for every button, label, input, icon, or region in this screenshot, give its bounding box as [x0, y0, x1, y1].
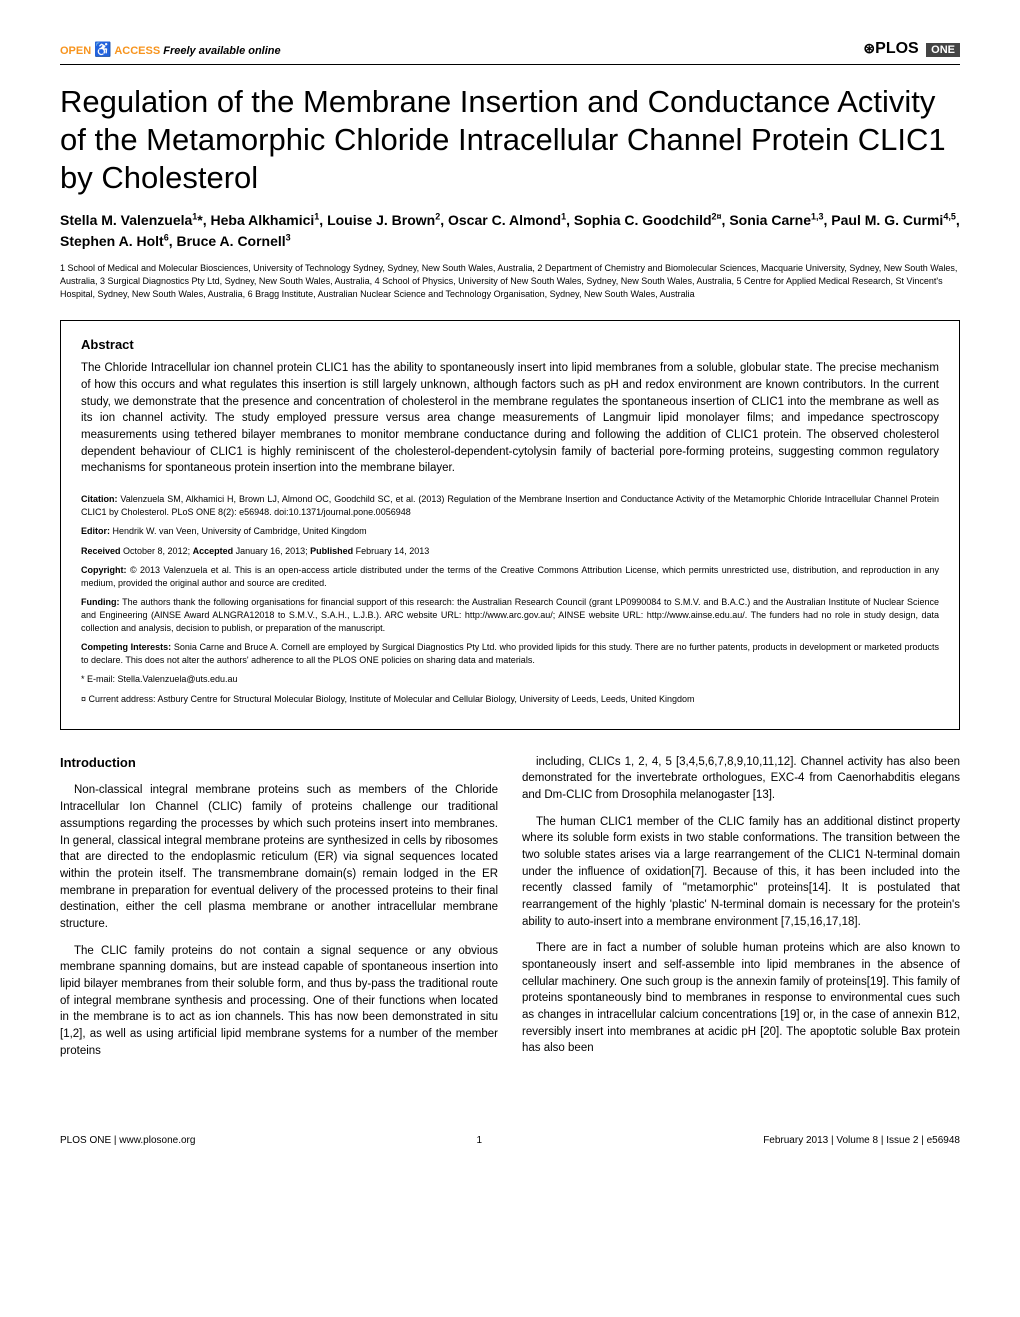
intro-para: including, CLICs 1, 2, 4, 5 [3,4,5,6,7,8…: [522, 754, 960, 804]
affiliations: 1 School of Medical and Molecular Biosci…: [60, 262, 960, 300]
intro-para: The human CLIC1 member of the CLIC famil…: [522, 814, 960, 931]
editor-text: Hendrik W. van Veen, University of Cambr…: [110, 526, 367, 536]
plos-icon: ⊛: [863, 40, 875, 56]
received-text: October 8, 2012;: [121, 546, 193, 556]
intro-para: There are in fact a number of soluble hu…: [522, 940, 960, 1057]
footer-bar: PLOS ONE | www.plosone.org 1 February 20…: [60, 1129, 960, 1146]
intro-para: The CLIC family proteins do not contain …: [60, 943, 498, 1060]
dates-line: Received October 8, 2012; Accepted Janua…: [81, 545, 939, 558]
intro-para: Non-classical integral membrane proteins…: [60, 782, 498, 932]
header-bar: OPEN ♿ ACCESS Freely available online ⊛P…: [60, 40, 960, 65]
citation-label: Citation:: [81, 494, 118, 504]
article-title: Regulation of the Membrane Insertion and…: [60, 83, 960, 196]
abstract-box: Abstract The Chloride Intracellular ion …: [60, 320, 960, 729]
published-text: February 14, 2013: [353, 546, 429, 556]
footer-left: PLOS ONE | www.plosone.org: [60, 1135, 195, 1146]
copyright-text: © 2013 Valenzuela et al. This is an open…: [81, 565, 939, 588]
lock-icon: ♿: [94, 41, 111, 57]
current-address-line: ¤ Current address: Astbury Centre for St…: [81, 693, 939, 706]
one-badge: ONE: [926, 43, 960, 57]
open-access-label: OPEN ♿ ACCESS Freely available online: [60, 41, 281, 58]
footer-page: 1: [477, 1135, 483, 1146]
email-line: * E-mail: Stella.Valenzuela@uts.edu.au: [81, 673, 939, 686]
citation-text: Valenzuela SM, Alkhamici H, Brown LJ, Al…: [81, 494, 939, 517]
footer-right: February 2013 | Volume 8 | Issue 2 | e56…: [763, 1135, 960, 1146]
abstract-text: The Chloride Intracellular ion channel p…: [81, 360, 939, 477]
freely-available-text: Freely available online: [163, 45, 280, 57]
right-column: including, CLICs 1, 2, 4, 5 [3,4,5,6,7,8…: [522, 754, 960, 1070]
main-content: Introduction Non-classical integral memb…: [60, 754, 960, 1070]
plos-text: PLOS: [875, 40, 919, 57]
journal-logo: ⊛PLOS ONE: [863, 40, 960, 58]
author-list: Stella M. Valenzuela1*, Heba Alkhamici1,…: [60, 210, 960, 252]
funding-line: Funding: The authors thank the following…: [81, 596, 939, 634]
funding-label: Funding:: [81, 597, 119, 607]
open-text: OPEN: [60, 45, 91, 57]
intro-heading: Introduction: [60, 754, 498, 773]
received-label: Received: [81, 546, 121, 556]
copyright-line: Copyright: © 2013 Valenzuela et al. This…: [81, 564, 939, 589]
citation-line: Citation: Valenzuela SM, Alkhamici H, Br…: [81, 493, 939, 518]
copyright-label: Copyright:: [81, 565, 127, 575]
competing-text: Sonia Carne and Bruce A. Cornell are emp…: [81, 642, 939, 665]
left-column: Introduction Non-classical integral memb…: [60, 754, 498, 1070]
competing-label: Competing Interests:: [81, 642, 171, 652]
published-label: Published: [310, 546, 353, 556]
accepted-text: January 16, 2013;: [233, 546, 310, 556]
access-text: ACCESS: [114, 45, 160, 57]
editor-line: Editor: Hendrik W. van Veen, University …: [81, 525, 939, 538]
editor-label: Editor:: [81, 526, 110, 536]
abstract-heading: Abstract: [81, 337, 939, 352]
accepted-label: Accepted: [193, 546, 234, 556]
competing-line: Competing Interests: Sonia Carne and Bru…: [81, 641, 939, 666]
funding-text: The authors thank the following organisa…: [81, 597, 939, 632]
